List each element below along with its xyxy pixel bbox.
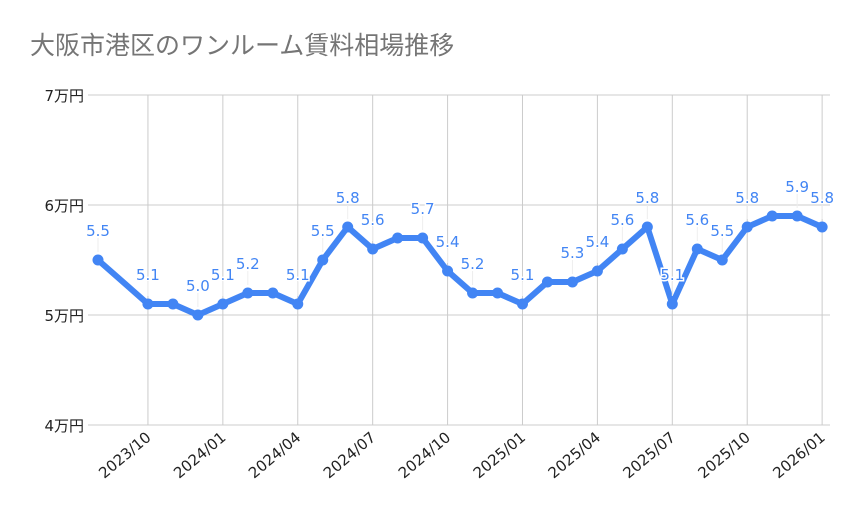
- data-label: 5.6: [361, 211, 385, 229]
- data-label: 5.1: [136, 266, 160, 284]
- data-point: [541, 276, 553, 288]
- data-label: 5.1: [286, 266, 310, 284]
- data-point: [766, 210, 778, 222]
- x-tick-label: 2024/07: [320, 428, 379, 482]
- data-point: [616, 243, 628, 255]
- data-point: [492, 287, 504, 299]
- data-point: [192, 309, 204, 321]
- data-label: 5.0: [186, 277, 210, 295]
- data-point: [741, 221, 753, 233]
- data-label: 5.5: [311, 222, 335, 240]
- data-point: [167, 298, 179, 310]
- data-label: 5.8: [635, 189, 659, 207]
- x-tick-label: 2025/04: [545, 428, 604, 482]
- data-point: [791, 210, 803, 222]
- data-label: 5.1: [660, 266, 684, 284]
- data-label: 5.9: [785, 178, 809, 196]
- data-label: 5.8: [735, 189, 759, 207]
- y-tick-label: 4万円: [44, 417, 84, 435]
- data-point: [317, 254, 329, 266]
- x-tick-label: 2026/01: [769, 428, 828, 482]
- data-point: [367, 243, 379, 255]
- data-label: 5.2: [236, 255, 260, 273]
- data-point: [217, 298, 229, 310]
- x-tick-label: 2025/07: [620, 428, 679, 482]
- data-point: [716, 254, 728, 266]
- data-point: [816, 221, 828, 233]
- data-label: 5.1: [211, 266, 235, 284]
- data-label: 5.6: [685, 211, 709, 229]
- data-point: [566, 276, 578, 288]
- y-tick-label: 7万円: [44, 87, 84, 105]
- data-point: [641, 221, 653, 233]
- y-tick-label: 6万円: [44, 197, 84, 215]
- data-point: [267, 287, 279, 299]
- x-tick-label: 2024/04: [245, 428, 304, 482]
- chart-title: 大阪市港区のワンルーム賃料相場推移: [30, 31, 455, 60]
- data-label: 5.6: [610, 211, 634, 229]
- data-point: [242, 287, 254, 299]
- data-label: 5.3: [561, 244, 585, 262]
- data-point: [92, 254, 104, 266]
- data-label: 5.7: [411, 200, 435, 218]
- x-tick-label: 2024/10: [395, 428, 454, 482]
- data-label: 5.1: [511, 266, 535, 284]
- x-tick-label: 2025/01: [470, 428, 529, 482]
- data-point: [691, 243, 703, 255]
- data-label: 5.4: [585, 233, 609, 251]
- data-label: 5.4: [436, 233, 460, 251]
- x-tick-label: 2025/10: [694, 428, 753, 482]
- data-point: [467, 287, 479, 299]
- data-point: [516, 298, 528, 310]
- data-label: 5.5: [710, 222, 734, 240]
- x-tick-label: 2023/10: [95, 428, 154, 482]
- data-point: [142, 298, 154, 310]
- x-tick-label: 2024/01: [170, 428, 229, 482]
- data-label: 5.2: [461, 255, 485, 273]
- data-point: [292, 298, 304, 310]
- data-point: [342, 221, 354, 233]
- data-label: 5.5: [86, 222, 110, 240]
- data-point: [417, 232, 429, 244]
- y-tick-label: 5万円: [44, 307, 84, 325]
- data-label: 5.8: [336, 189, 360, 207]
- data-label: 5.8: [810, 189, 834, 207]
- data-point: [392, 232, 404, 244]
- data-point: [591, 265, 603, 277]
- data-point: [666, 298, 678, 310]
- data-point: [442, 265, 454, 277]
